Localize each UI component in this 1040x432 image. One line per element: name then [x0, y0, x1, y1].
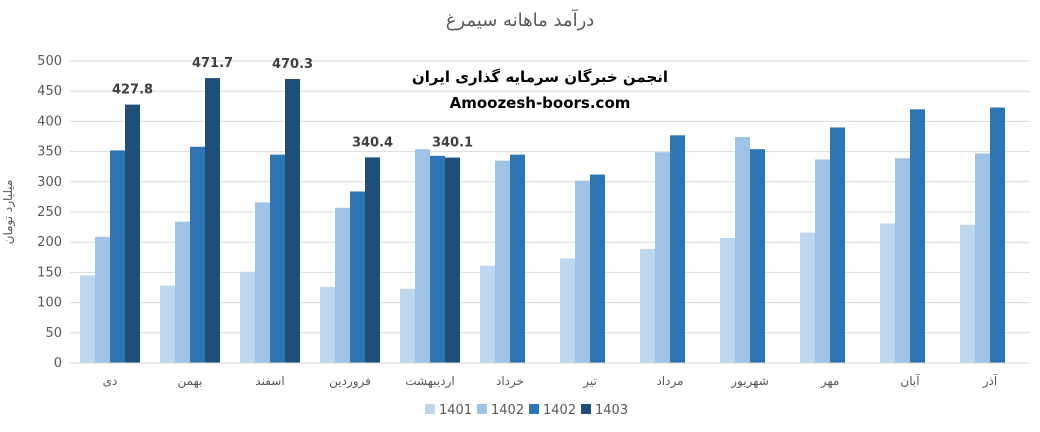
- legend-swatch: [425, 404, 435, 414]
- data-label: 340.4: [352, 135, 393, 150]
- bar: [80, 275, 95, 363]
- y-tick-label: 450: [37, 84, 62, 99]
- data-label: 470.3: [272, 57, 313, 72]
- y-tick-label: 100: [37, 296, 62, 311]
- bar: [190, 146, 205, 363]
- legend-swatch: [529, 404, 539, 414]
- y-tick-label: 500: [37, 54, 62, 69]
- bar: [335, 207, 350, 363]
- y-tick-label: 200: [37, 235, 62, 250]
- y-tick-label: 50: [45, 326, 62, 341]
- x-tick-label: دی: [103, 374, 118, 388]
- x-tick-label: آبان: [900, 373, 920, 388]
- bar: [590, 174, 605, 363]
- bar: [175, 221, 190, 363]
- bar: [510, 154, 525, 363]
- bar: [205, 78, 220, 363]
- bar: [400, 288, 415, 363]
- bar: [575, 180, 590, 363]
- legend-label: 1403: [595, 403, 628, 418]
- bar: [240, 271, 255, 363]
- x-tick-label: فروردین: [329, 374, 371, 389]
- bar: [640, 248, 655, 363]
- watermark-persian: انجمن خبرگان سرمایه گذاری ایران: [411, 68, 669, 86]
- bar: [880, 223, 895, 363]
- data-label: 427.8: [112, 83, 153, 98]
- bar: [735, 137, 750, 363]
- x-tick-label: مرداد: [656, 374, 683, 389]
- legend-swatch: [477, 404, 487, 414]
- legend-swatch: [581, 404, 591, 414]
- x-tick-label: شهریور: [730, 374, 769, 389]
- legend-label: 1402: [491, 403, 524, 418]
- x-tick-label: مهر: [820, 374, 840, 389]
- bar: [975, 153, 990, 363]
- bar: [750, 149, 765, 363]
- bar: [560, 258, 575, 363]
- bar: [990, 107, 1005, 364]
- bar: [430, 155, 445, 363]
- bar: [895, 158, 910, 363]
- legend-label: 1401: [439, 403, 472, 418]
- x-tick-label: خرداد: [496, 374, 524, 389]
- bar: [125, 104, 140, 364]
- legend-label: 1402: [543, 403, 576, 418]
- bar: [285, 78, 300, 364]
- x-tick-label: تیر: [582, 374, 597, 389]
- bar: [255, 202, 270, 363]
- bar: [830, 127, 845, 363]
- x-tick-label: آذر: [982, 373, 998, 389]
- bar: [270, 154, 285, 363]
- x-tick-label: بهمن: [178, 374, 203, 389]
- data-label: 340.1: [432, 136, 473, 151]
- bar: [415, 149, 430, 363]
- bar: [350, 191, 365, 363]
- y-tick-label: 400: [37, 114, 62, 129]
- bar: [670, 135, 685, 363]
- y-tick-label: 250: [37, 205, 62, 220]
- chart-title: درآمد ماهانه سیمرغ: [445, 10, 595, 31]
- y-tick-label: 300: [37, 175, 62, 190]
- bar: [95, 236, 110, 363]
- bar: [655, 152, 670, 363]
- data-label: 471.7: [192, 56, 233, 71]
- bar: [320, 286, 335, 363]
- y-tick-label: 350: [37, 145, 62, 160]
- bar: [800, 232, 815, 363]
- bar: [910, 109, 925, 363]
- bar: [480, 265, 495, 363]
- y-tick-label: 150: [37, 265, 62, 280]
- x-tick-label: اسفند: [255, 374, 284, 388]
- bar: [110, 150, 125, 363]
- y-tick-label: 0: [54, 356, 62, 371]
- watermark-url: Amoozesh-boors.com: [449, 94, 631, 112]
- bar: [720, 237, 735, 363]
- bar: [160, 285, 175, 363]
- x-tick-label: اردیبهشت: [405, 374, 454, 389]
- bar: [495, 160, 510, 363]
- bar: [445, 157, 460, 363]
- bar: [815, 159, 830, 363]
- bar: [365, 157, 380, 363]
- bar: [960, 224, 975, 363]
